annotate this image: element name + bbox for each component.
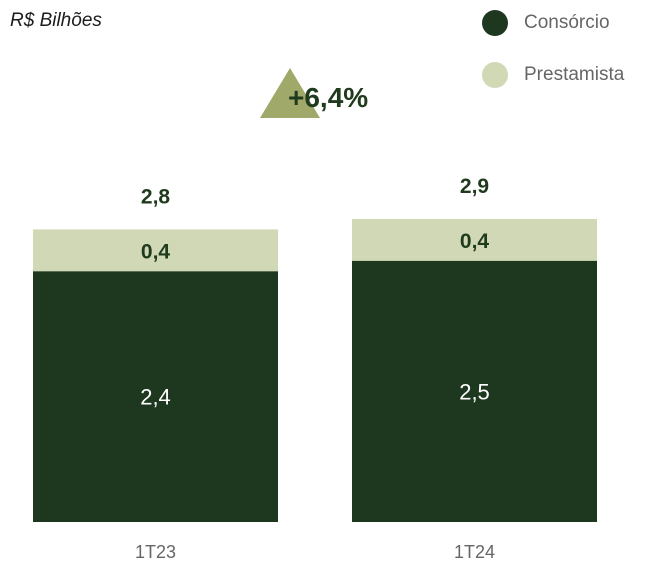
bar-segment-consorcio-1t23 — [33, 271, 278, 522]
x-tick-label-1t23: 1T23 — [135, 542, 176, 562]
data-label-prestamista-1t24: 0,4 — [460, 230, 490, 253]
legend-swatch-prestamista — [482, 62, 508, 88]
total-label-1t24: 2,9 — [460, 175, 489, 198]
legend-item-prestamista: Prestamista — [482, 62, 624, 88]
unit-label: R$ Bilhões — [10, 10, 102, 31]
bar-segment-prestamista-1t24 — [352, 218, 597, 261]
bar-segment-consorcio-1t24 — [352, 260, 597, 522]
bar-segment-prestamista-1t23 — [33, 229, 278, 272]
total-label-1t23: 2,8 — [141, 185, 171, 208]
data-label-consorcio-1t23: 2,4 — [140, 385, 171, 410]
data-label-prestamista-1t23: 0,4 — [141, 240, 171, 263]
legend-item-consorcio: Consórcio — [482, 10, 610, 36]
legend-label-prestamista: Prestamista — [524, 64, 625, 85]
growth-triangle-icon — [260, 68, 320, 118]
legend-swatch-consorcio — [482, 10, 508, 36]
growth-label: +6,4% — [288, 82, 369, 113]
data-label-consorcio-1t24: 2,5 — [459, 379, 490, 404]
legend-label-consorcio: Consórcio — [524, 12, 610, 33]
x-tick-label-1t24: 1T24 — [454, 542, 495, 562]
